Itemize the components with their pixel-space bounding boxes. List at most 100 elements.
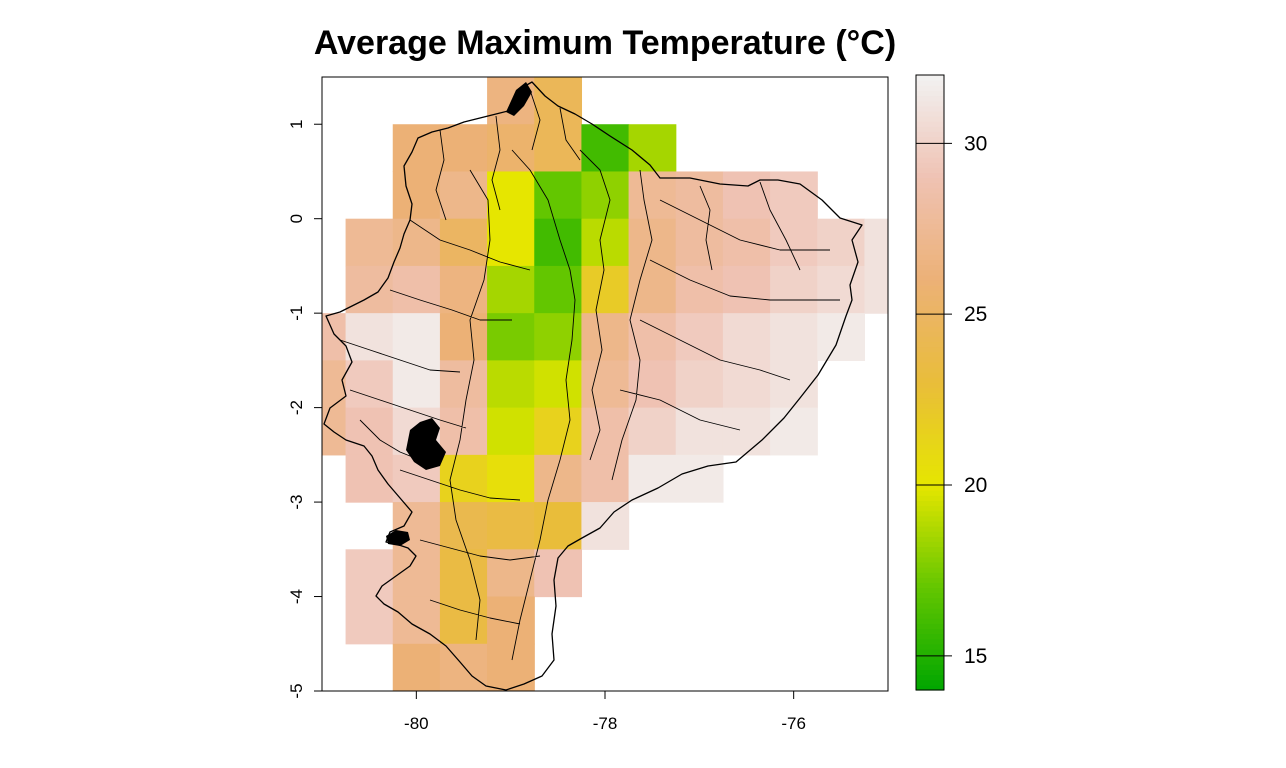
raster-cell bbox=[345, 407, 394, 456]
legend-swatch bbox=[916, 679, 944, 686]
raster-cell bbox=[534, 407, 583, 456]
legend-swatch bbox=[916, 85, 944, 91]
raster-cell bbox=[487, 360, 535, 409]
legend-swatch bbox=[916, 110, 944, 117]
raster-cell bbox=[817, 265, 866, 314]
raster-cell bbox=[487, 265, 535, 314]
legend-tick-label: 20 bbox=[964, 474, 987, 497]
raster-cells bbox=[322, 77, 888, 691]
raster-cell bbox=[392, 265, 441, 314]
raster-cell bbox=[439, 549, 488, 598]
raster-cell bbox=[487, 643, 535, 691]
legend-swatch bbox=[916, 433, 944, 440]
raster-cell bbox=[628, 265, 677, 314]
raster-cell bbox=[628, 313, 677, 361]
legend-swatch bbox=[916, 310, 944, 317]
legend-swatch bbox=[916, 213, 944, 220]
legend-swatch bbox=[916, 105, 944, 112]
x-tick-label: -76 bbox=[781, 714, 806, 733]
legend-swatch bbox=[916, 157, 944, 163]
legend-swatch bbox=[916, 254, 944, 261]
legend-swatch bbox=[916, 515, 944, 522]
legend-swatch bbox=[916, 346, 944, 353]
legend-swatch bbox=[916, 259, 944, 266]
legend-swatch bbox=[916, 664, 944, 671]
legend-swatch bbox=[916, 490, 944, 496]
legend-swatch bbox=[916, 418, 944, 425]
legend-swatch bbox=[916, 228, 944, 235]
raster-cell bbox=[534, 265, 583, 314]
raster-cell bbox=[722, 171, 771, 220]
raster-cell bbox=[581, 313, 630, 361]
legend-swatch bbox=[916, 479, 944, 486]
color-legend: 15 20 25 30 bbox=[915, 74, 987, 691]
legend-swatch bbox=[916, 192, 944, 199]
legend-swatch bbox=[916, 577, 944, 583]
axes: -80 -78 -76 1 0 -1 -2 -3 -4 -5 bbox=[287, 76, 889, 733]
raster-cell bbox=[675, 218, 724, 267]
legend-swatch bbox=[916, 351, 944, 358]
raster-cell bbox=[487, 313, 535, 361]
raster-cell bbox=[581, 218, 630, 267]
legend-swatch bbox=[916, 377, 944, 384]
legend-swatch bbox=[916, 413, 944, 419]
raster-cell bbox=[534, 218, 583, 267]
legend-swatch bbox=[916, 474, 944, 481]
legend-swatch bbox=[916, 638, 944, 645]
raster-cell bbox=[675, 360, 724, 409]
legend-swatch bbox=[916, 572, 944, 578]
legend-swatch bbox=[916, 608, 944, 614]
legend-swatch bbox=[916, 526, 944, 532]
raster-cell bbox=[770, 407, 818, 456]
raster-cell bbox=[817, 313, 866, 361]
raster-cell bbox=[392, 218, 441, 267]
legend-swatch bbox=[916, 305, 944, 312]
legend-swatch bbox=[916, 315, 944, 322]
legend-swatch bbox=[916, 300, 944, 307]
legend-swatch bbox=[916, 223, 944, 230]
island-outline bbox=[406, 418, 446, 470]
legend-swatch bbox=[916, 459, 944, 466]
chart-title: Average Maximum Temperature (°C) bbox=[313, 24, 897, 62]
raster-cell bbox=[722, 265, 771, 314]
legend-swatch bbox=[916, 464, 944, 471]
legend-swatch bbox=[916, 392, 944, 399]
legend-swatch bbox=[916, 356, 944, 363]
legend-swatch bbox=[916, 531, 944, 537]
legend-swatch bbox=[916, 167, 944, 173]
raster-cell bbox=[439, 454, 488, 503]
raster-cell bbox=[770, 171, 818, 220]
legend-swatch bbox=[916, 546, 944, 553]
legend-swatch bbox=[916, 264, 944, 271]
raster-cell bbox=[487, 454, 535, 503]
legend-swatch bbox=[916, 372, 944, 378]
legend-swatch bbox=[916, 362, 944, 368]
raster-cell bbox=[864, 265, 888, 314]
raster-cell bbox=[628, 407, 677, 456]
legend-tick-label: 30 bbox=[964, 132, 987, 155]
x-tick-label: -80 bbox=[404, 714, 429, 733]
interior-boundaries bbox=[339, 89, 840, 661]
raster-cell bbox=[487, 596, 535, 645]
raster-cell bbox=[439, 171, 488, 220]
raster-cell bbox=[345, 454, 394, 503]
legend-swatch bbox=[916, 592, 944, 599]
raster-cell bbox=[439, 313, 488, 361]
raster-cell bbox=[534, 454, 583, 503]
raster-cell bbox=[487, 502, 535, 550]
raster-cell bbox=[581, 454, 630, 503]
legend-swatch bbox=[916, 146, 944, 153]
legend-swatch bbox=[916, 239, 944, 245]
raster-cell bbox=[722, 218, 771, 267]
raster-cell bbox=[581, 265, 630, 314]
raster-cell bbox=[345, 218, 394, 267]
raster-cell bbox=[722, 407, 771, 456]
legend-swatch bbox=[916, 141, 944, 148]
raster-cell bbox=[581, 502, 630, 550]
raster-cell bbox=[581, 124, 630, 173]
raster-cell bbox=[345, 313, 394, 361]
legend-swatch bbox=[916, 643, 944, 650]
legend-swatch bbox=[916, 469, 944, 476]
raster-cell bbox=[487, 218, 535, 267]
